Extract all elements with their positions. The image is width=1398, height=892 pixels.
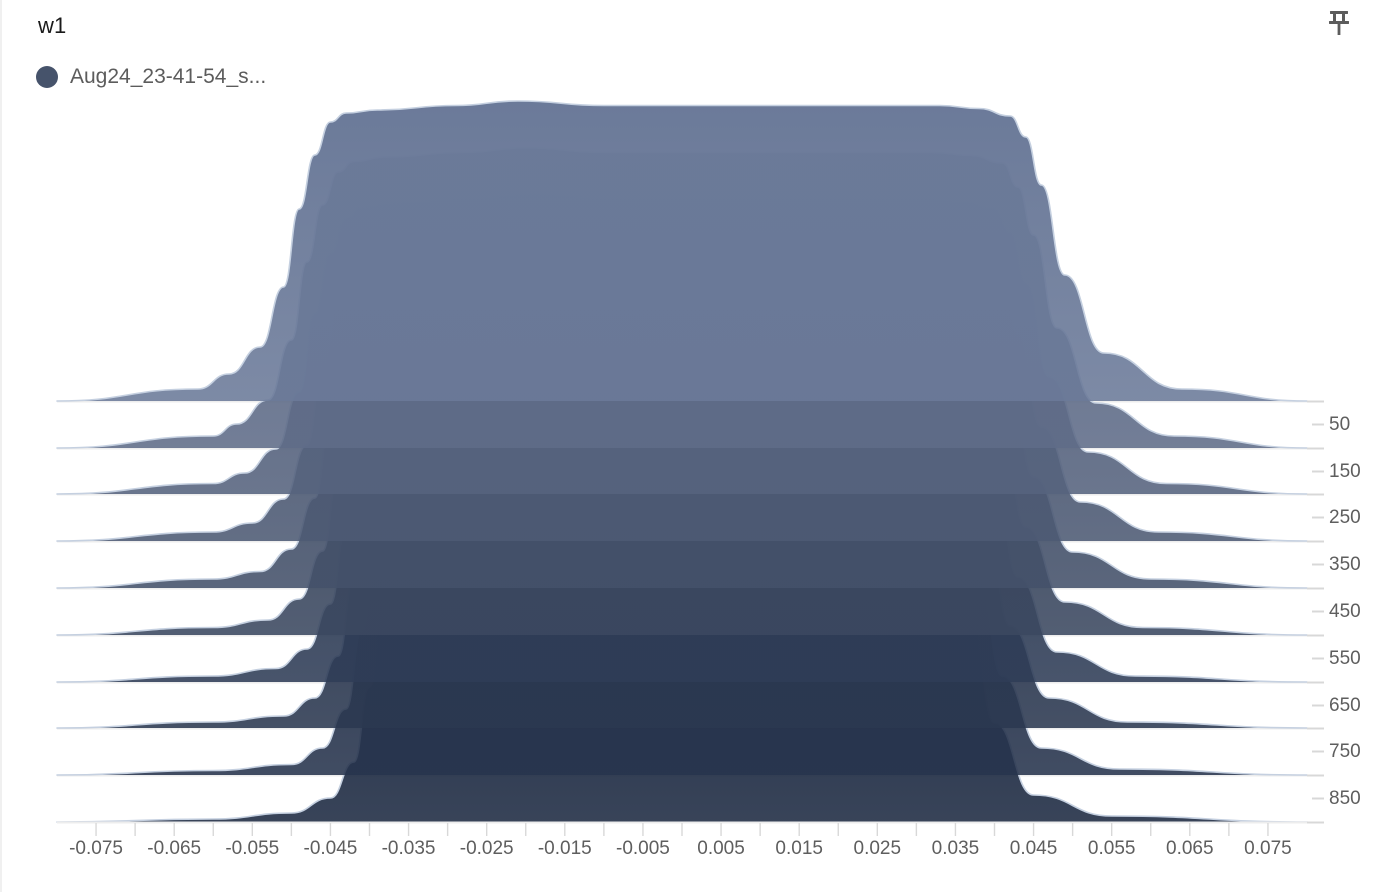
- y-tick-label: 150: [1329, 460, 1361, 482]
- ridge-outline: [56, 100, 1308, 402]
- y-tick-label: 250: [1329, 506, 1361, 528]
- x-tick-label: -0.075: [69, 838, 123, 859]
- pin-button[interactable]: [1322, 8, 1356, 42]
- x-tick-label: 0.075: [1244, 838, 1292, 859]
- ridge-series: [56, 100, 1308, 823]
- x-tick-label: 0.005: [697, 838, 745, 859]
- x-tick-label: 0.065: [1166, 838, 1214, 859]
- y-tick-label: 850: [1329, 787, 1361, 809]
- y-tick-label: 50: [1329, 413, 1351, 435]
- x-tick-label: -0.015: [537, 838, 592, 859]
- x-tick-label: 0.015: [775, 838, 823, 859]
- x-axis-ticks: [57, 821, 1307, 836]
- x-tick-label: -0.035: [381, 838, 436, 859]
- x-tick-label: -0.045: [303, 838, 358, 859]
- x-tick-label: 0.025: [853, 838, 902, 859]
- x-tick-label: -0.005: [616, 838, 670, 859]
- ridge-fill: [57, 101, 1307, 401]
- x-tick-label: -0.025: [459, 838, 514, 859]
- x-tick-label: -0.055: [225, 838, 280, 859]
- y-tick-label: 550: [1329, 647, 1361, 669]
- pushpin-icon: [1326, 9, 1352, 42]
- legend-item-label: Aug24_23-41-54_s...: [70, 65, 267, 88]
- y-axis-ticks: [1307, 400, 1324, 824]
- x-tick-label: -0.065: [147, 838, 202, 859]
- x-tick-label: 0.035: [931, 838, 980, 859]
- legend[interactable]: Aug24_23-41-54_s...: [36, 64, 266, 90]
- x-tick-label: 0.055: [1087, 838, 1136, 859]
- y-tick-label: 350: [1329, 553, 1361, 575]
- ridge-0: [56, 100, 1308, 402]
- legend-color-swatch: [36, 66, 58, 88]
- x-tick-label: 0.045: [1009, 838, 1058, 859]
- y-tick-label: 650: [1329, 694, 1361, 716]
- y-tick-label: 750: [1329, 740, 1361, 762]
- y-tick-label: 450: [1329, 600, 1361, 622]
- page-title: w1: [38, 13, 67, 38]
